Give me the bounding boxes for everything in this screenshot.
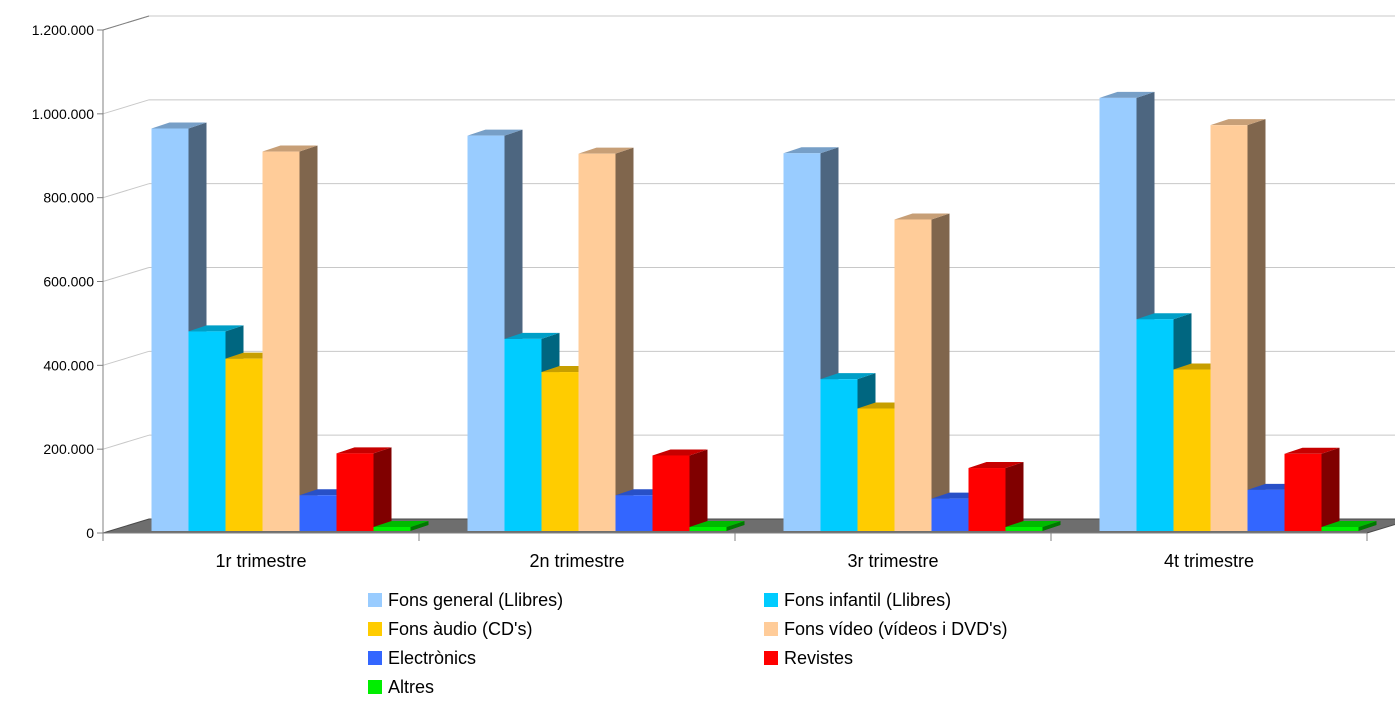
- bar-top: [783, 147, 839, 154]
- legend-swatch: [368, 680, 382, 694]
- y-tick-label: 1.000.000: [32, 106, 94, 122]
- x-tick-label: 1r trimestre: [215, 551, 306, 571]
- y-tick-label: 0: [86, 525, 94, 541]
- bar-top: [652, 449, 708, 456]
- bar: [336, 453, 374, 531]
- bar-top: [1321, 521, 1377, 527]
- bar: [1173, 369, 1211, 531]
- bar-side: [1247, 119, 1266, 532]
- bar: [262, 151, 300, 531]
- bar-top: [1005, 521, 1061, 527]
- legend-swatch: [368, 651, 382, 665]
- bar: [1321, 527, 1359, 531]
- bar-top: [578, 147, 634, 154]
- bar: [151, 128, 189, 532]
- bar: [578, 153, 616, 531]
- legend-swatch: [368, 622, 382, 636]
- bar-side: [410, 521, 429, 531]
- legend-swatch: [764, 651, 778, 665]
- bar-side: [1358, 521, 1377, 531]
- bar-top: [373, 521, 429, 527]
- legend-label: Altres: [388, 677, 434, 697]
- gridline-side: [102, 434, 150, 450]
- y-tick-label: 400.000: [43, 357, 94, 373]
- x-tick-label: 3r trimestre: [847, 551, 938, 571]
- y-tick-label: 1.200.000: [32, 22, 94, 38]
- bar: [188, 331, 226, 531]
- bar-top: [151, 122, 207, 129]
- bar: [931, 498, 969, 531]
- legend: Fons general (Llibres) Fons infantil (Lli…: [368, 590, 1008, 697]
- bar-top: [1099, 91, 1155, 98]
- bar: [1136, 319, 1174, 531]
- x-tick-label: 2n trimestre: [529, 551, 624, 571]
- bar: [783, 153, 821, 532]
- legend-label: Fons àudio (CD's): [388, 619, 532, 639]
- bar-side: [931, 213, 950, 532]
- bar: [467, 135, 505, 531]
- bar: [615, 495, 653, 531]
- y-tick-label: 800.000: [43, 190, 94, 206]
- bar-top: [336, 447, 392, 454]
- bar-top: [820, 373, 876, 380]
- legend-label: Fons general (Llibres): [388, 590, 563, 610]
- bar-side: [299, 145, 318, 531]
- bar-side: [1005, 462, 1024, 531]
- gridline-side: [102, 350, 150, 366]
- bar-top: [262, 145, 318, 152]
- bar: [225, 358, 263, 531]
- bar-side: [615, 147, 634, 531]
- bar-side: [689, 449, 708, 531]
- bar-side: [1321, 447, 1340, 531]
- bar: [820, 379, 858, 531]
- legend-label: Fons vídeo (vídeos i DVD's): [784, 619, 1008, 639]
- bar: [1284, 453, 1322, 531]
- bar: [373, 527, 411, 531]
- bar-top: [1284, 447, 1340, 454]
- bar-side: [726, 521, 745, 531]
- legend-swatch: [764, 593, 778, 607]
- bar-top: [504, 332, 560, 339]
- legend-label: Electrònics: [388, 648, 476, 668]
- bar: [857, 408, 895, 531]
- axes: 0 200.000 400.000 600.000 800.000 1.000.000 1.…: [32, 15, 1368, 571]
- bar-top: [1210, 119, 1266, 126]
- bars: [151, 91, 1377, 532]
- bar: [541, 372, 579, 531]
- gridlines: [102, 15, 1395, 450]
- bar: [299, 495, 337, 531]
- bar: [504, 338, 542, 531]
- bar-top: [1136, 313, 1192, 320]
- x-tick-label: 4t trimestre: [1164, 551, 1254, 571]
- bar: [894, 219, 932, 532]
- y-tick-label: 600.000: [43, 274, 94, 290]
- gridline-side: [102, 99, 150, 115]
- bar: [689, 527, 727, 531]
- bar-top: [689, 521, 745, 527]
- y-axis-top: [102, 15, 150, 31]
- bar-side: [373, 447, 392, 531]
- gridline-side: [102, 183, 150, 199]
- bar: [1247, 489, 1285, 531]
- bar: [652, 455, 690, 531]
- bar-top: [188, 325, 244, 332]
- gridline-side: [102, 267, 150, 282]
- legend-label: Revistes: [784, 648, 853, 668]
- legend-swatch: [368, 593, 382, 607]
- bar: [1005, 527, 1043, 531]
- legend-swatch: [764, 622, 778, 636]
- bar-top: [894, 213, 950, 220]
- bar: [1210, 125, 1248, 532]
- legend-label: Fons infantil (Llibres): [784, 590, 951, 610]
- y-tick-label: 200.000: [43, 441, 94, 457]
- bar-side: [1042, 521, 1061, 531]
- bar-top: [968, 462, 1024, 469]
- bar: [1099, 97, 1137, 531]
- bar: [968, 468, 1006, 531]
- bar-top: [467, 129, 523, 136]
